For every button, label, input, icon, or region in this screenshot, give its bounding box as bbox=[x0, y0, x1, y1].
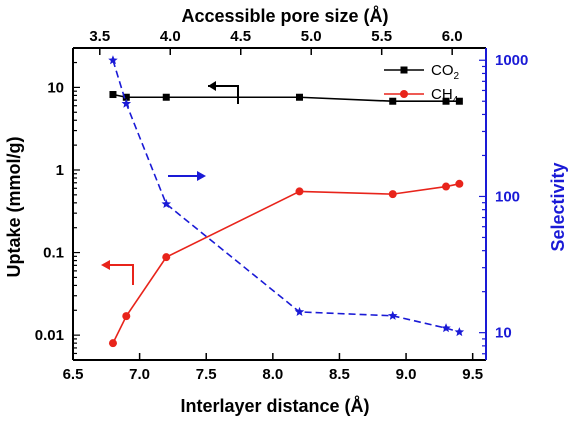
series-1-point bbox=[108, 339, 117, 348]
right-y-tick-label: 100 bbox=[495, 188, 520, 205]
series-1-point bbox=[455, 179, 464, 188]
top-x-tick-label: 4.5 bbox=[230, 28, 251, 45]
axis-ticks: 6.5 7.0 7.5 8.0 8.5 9.0 9.5 3.5 4.0 4.5 5.0 5.5 6.0 1… bbox=[35, 28, 529, 383]
right-y-tick-label: 1000 bbox=[495, 52, 528, 69]
selectivity-point bbox=[161, 199, 172, 209]
x-tick-label: 9.5 bbox=[462, 366, 483, 383]
series-1-point bbox=[388, 190, 397, 199]
series-0-point bbox=[442, 97, 450, 105]
right-y-axis-title: Selectivity bbox=[548, 162, 568, 251]
legend: CO2 CH4 bbox=[384, 62, 460, 106]
selectivity-point bbox=[294, 306, 305, 316]
left-y-tick-label: 1 bbox=[56, 162, 64, 179]
x-tick-label: 8.5 bbox=[329, 366, 350, 383]
x-tick-label: 6.5 bbox=[63, 366, 84, 383]
selectivity-point bbox=[387, 310, 398, 320]
series-1-point bbox=[295, 187, 304, 196]
x-tick-label: 7.0 bbox=[129, 366, 150, 383]
selectivity-point bbox=[121, 98, 132, 108]
series-0-point bbox=[109, 91, 117, 99]
legend-ch4-marker bbox=[400, 90, 408, 98]
chart-series bbox=[108, 55, 465, 348]
legend-co2-label: CO2 bbox=[431, 62, 460, 82]
top-x-tick-label: 6.0 bbox=[442, 28, 463, 45]
selectivity-point bbox=[108, 55, 118, 65]
left-y-tick-label: 0.01 bbox=[35, 327, 64, 344]
selectivity-point bbox=[454, 327, 465, 337]
co2-to-left-axis-arrow bbox=[208, 85, 239, 104]
selectivity-point bbox=[441, 323, 451, 333]
right-y-tick-label: 10 bbox=[495, 325, 512, 342]
selectivity-arrowhead bbox=[197, 171, 206, 181]
ch4-arrowhead bbox=[101, 260, 110, 270]
left-y-tick-label: 10 bbox=[47, 79, 64, 96]
left-y-axis-title: Uptake (mmol/g) bbox=[4, 136, 24, 277]
top-x-tick-label: 3.5 bbox=[89, 28, 110, 45]
ch4-to-left-axis-arrow bbox=[106, 264, 134, 285]
series-0-point bbox=[162, 93, 170, 101]
top-x-axis-title: Accessible pore size (Å) bbox=[181, 6, 388, 26]
co2-arrowhead bbox=[208, 81, 216, 91]
x-tick-label: 7.5 bbox=[196, 366, 217, 383]
series-0-point bbox=[455, 97, 463, 105]
top-x-tick-label: 4.0 bbox=[160, 28, 181, 45]
series-1-point bbox=[442, 182, 451, 191]
x-tick-label: 9.0 bbox=[396, 366, 417, 383]
top-x-tick-label: 5.0 bbox=[301, 28, 322, 45]
series-0-point bbox=[389, 97, 397, 105]
series-1-point bbox=[122, 312, 131, 321]
top-x-tick-label: 5.5 bbox=[371, 28, 392, 45]
x-tick-label: 8.0 bbox=[262, 366, 283, 383]
series-0-point bbox=[122, 93, 130, 101]
left-y-tick-label: 0.1 bbox=[43, 245, 64, 262]
series-0-point bbox=[295, 93, 303, 101]
series-1-point bbox=[162, 253, 171, 262]
x-axis-title: Interlayer distance (Å) bbox=[180, 396, 369, 416]
legend-co2-marker bbox=[400, 66, 408, 74]
legend-ch4-label: CH4 bbox=[431, 86, 459, 106]
